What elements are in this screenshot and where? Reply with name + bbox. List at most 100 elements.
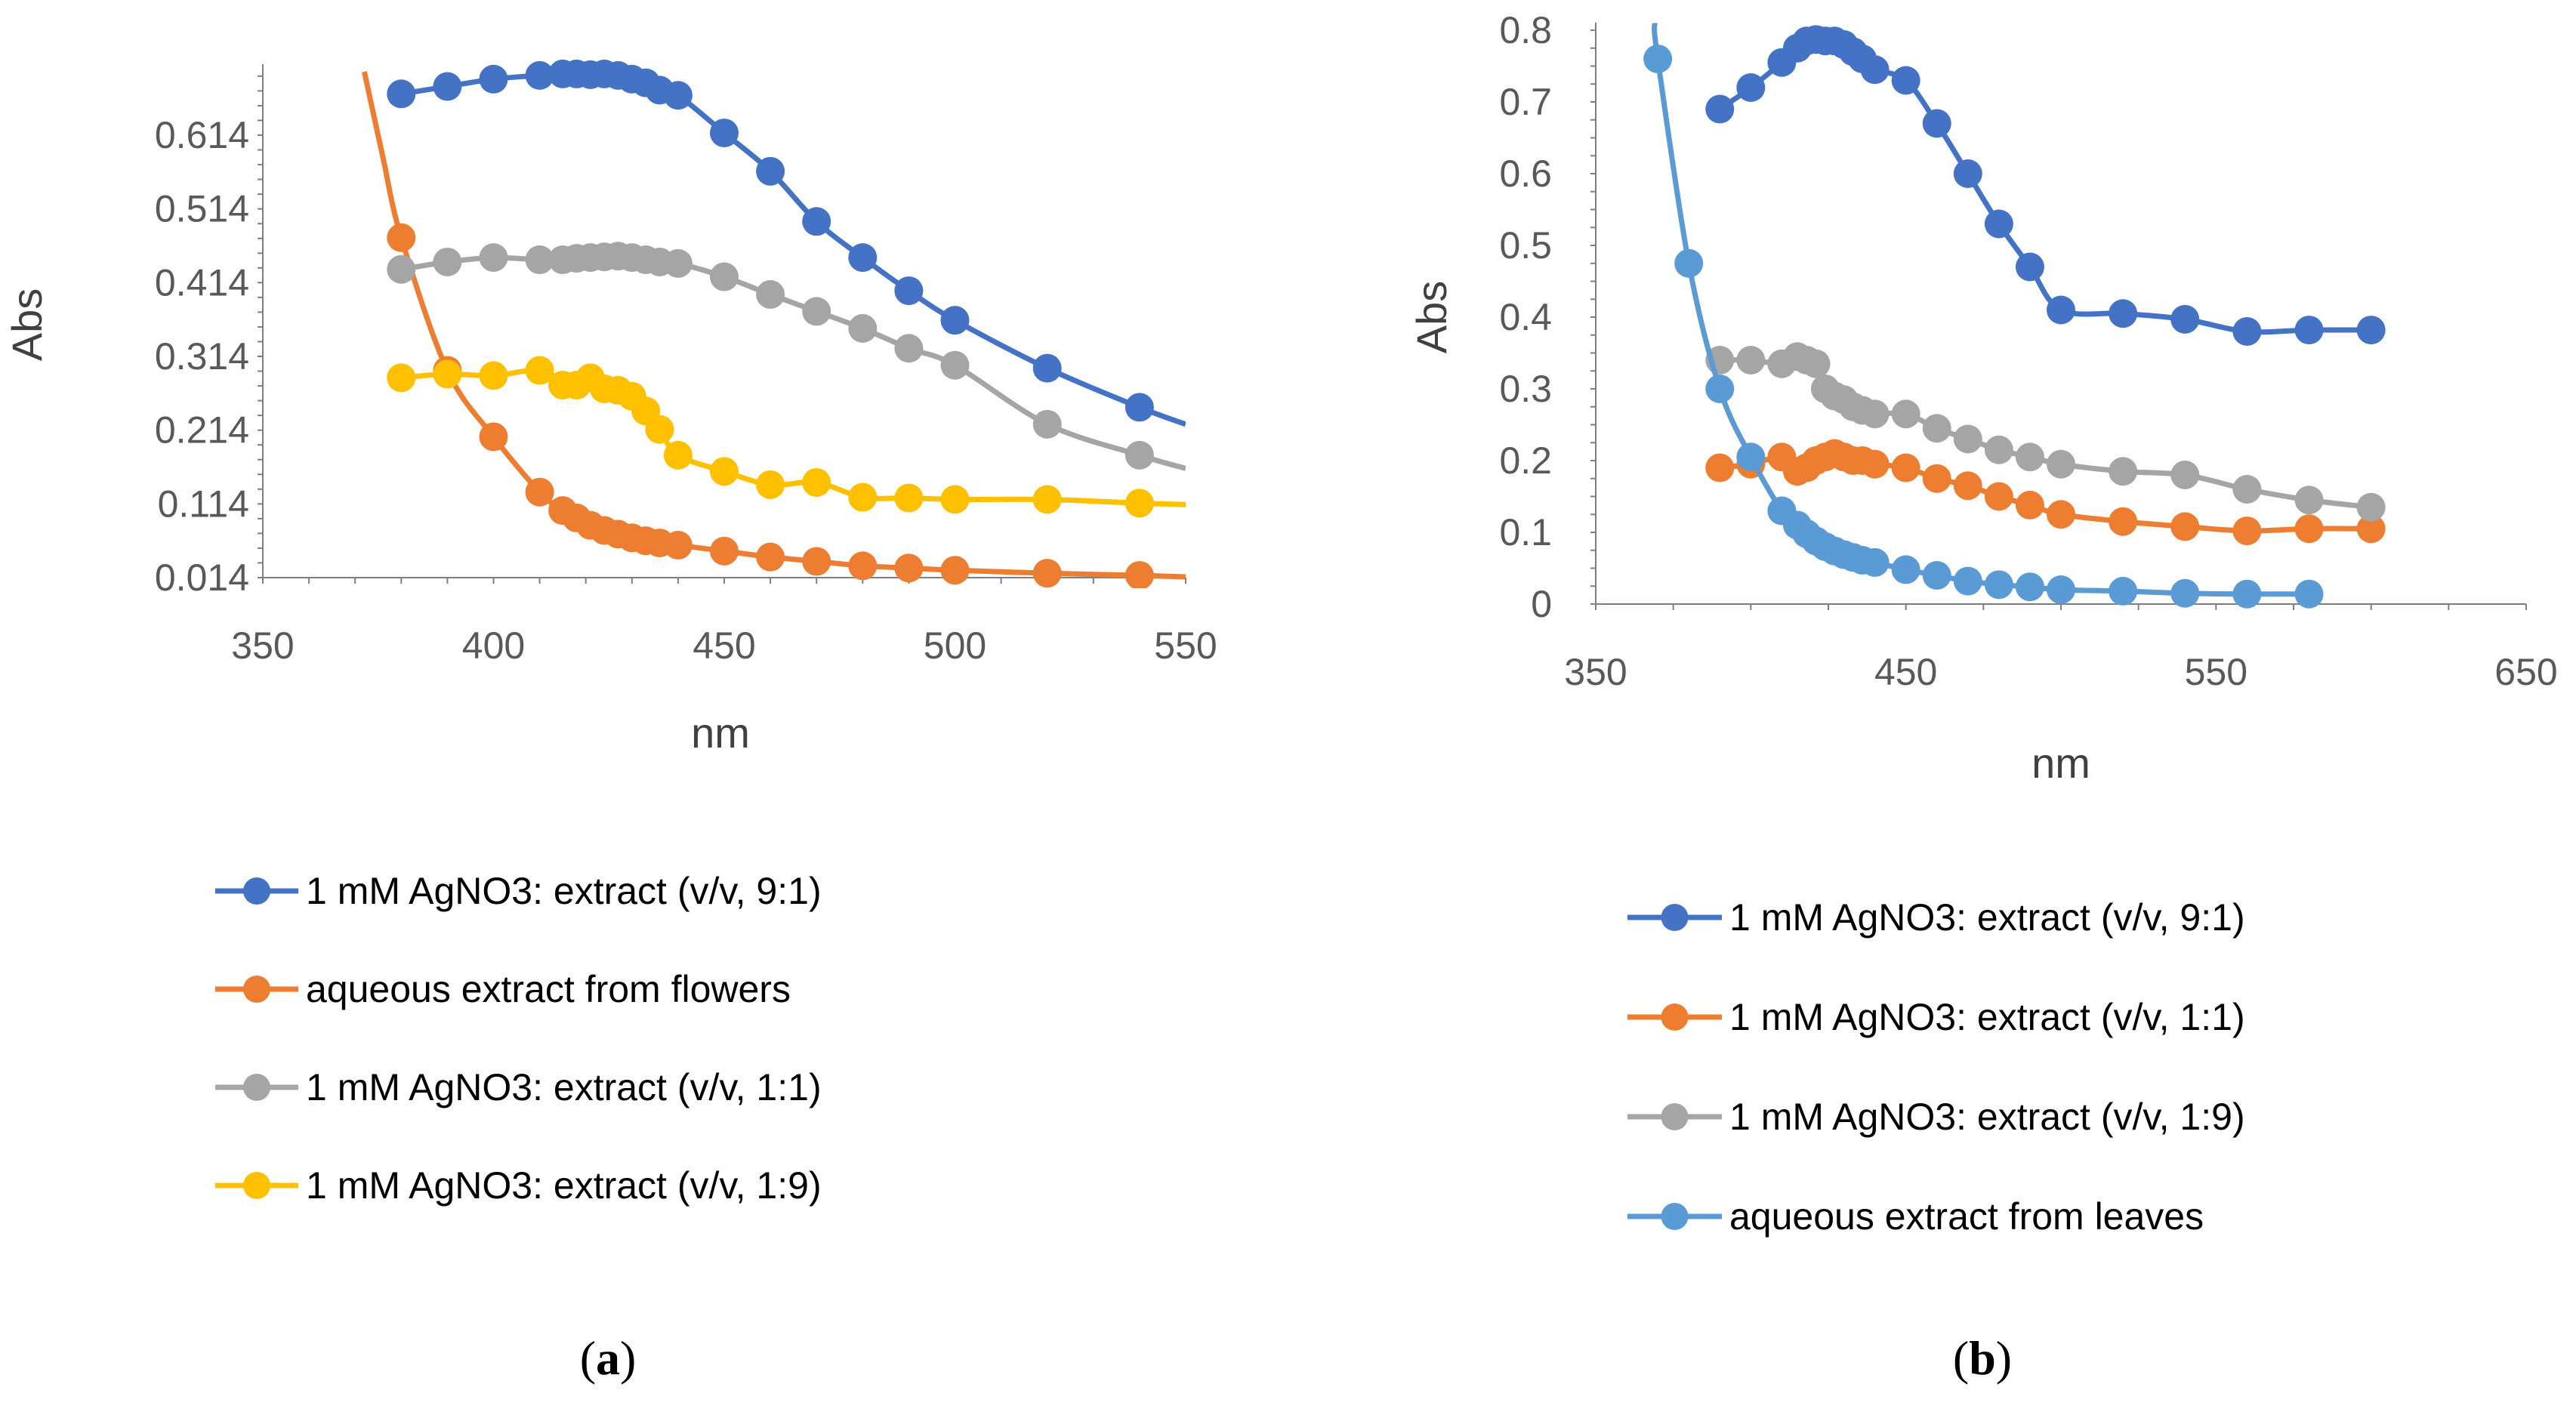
data-point: [802, 207, 831, 236]
series-1: [1705, 25, 2386, 346]
data-point: [2015, 572, 2044, 602]
y-tick-label: 0.2: [1499, 439, 1552, 482]
data-point: [1032, 485, 1062, 514]
legend-entry: 1 mM AgNO3: extract (v/v, 9:1): [215, 870, 822, 912]
data-point: [1705, 94, 1735, 124]
legend-label: 1 mM AgNO3: extract (v/v, 1:9): [1729, 1096, 2245, 1138]
series-4: [1643, 23, 2324, 609]
legend-entry: 1 mM AgNO3: extract (v/v, 1:1): [1627, 996, 2245, 1038]
data-point: [802, 547, 831, 576]
data-point: [710, 119, 739, 148]
data-point: [2170, 512, 2200, 541]
legend-marker: [243, 976, 270, 1003]
data-point: [663, 81, 693, 110]
data-point: [663, 440, 693, 470]
legend-marker: [1661, 904, 1689, 931]
data-point: [1891, 66, 1920, 95]
data-point: [479, 361, 508, 390]
x-tick-label: 350: [1564, 651, 1627, 693]
y-axis-label: Abs: [3, 288, 51, 362]
data-point: [894, 276, 924, 306]
legend-marker: [243, 1172, 270, 1199]
data-point: [433, 72, 462, 101]
data-point: [2232, 579, 2262, 609]
data-point: [1705, 453, 1735, 482]
data-point: [1922, 561, 1951, 590]
data-point: [663, 531, 693, 560]
data-point: [1736, 346, 1766, 375]
data-point: [525, 245, 554, 275]
legend-entry: 1 mM AgNO3: extract (v/v, 1:9): [1627, 1096, 2245, 1138]
legend-marker: [1661, 1004, 1689, 1031]
data-point: [940, 350, 970, 380]
data-point: [894, 553, 924, 583]
data-point: [1674, 248, 1704, 278]
data-point: [1736, 442, 1766, 472]
data-point: [2294, 486, 2324, 515]
data-point: [2015, 490, 2044, 519]
data-point: [2109, 299, 2138, 328]
y-tick-label: 0.8: [1499, 9, 1552, 51]
x-tick-label: 550: [1154, 624, 1217, 667]
data-point: [894, 334, 924, 363]
legend-label: 1 mM AgNO3: extract (v/v, 1:1): [306, 1066, 822, 1108]
legend-label: 1 mM AgNO3: extract (v/v, 1:9): [306, 1164, 822, 1207]
data-point: [387, 254, 416, 284]
data-point: [2294, 316, 2324, 345]
data-point: [1984, 209, 2013, 239]
data-point: [2356, 316, 2386, 345]
x-tick-label: 450: [693, 624, 755, 667]
data-point: [2047, 449, 2075, 479]
x-tick-label: 450: [1874, 651, 1937, 693]
data-point: [1891, 399, 1920, 429]
data-point: [2015, 252, 2044, 282]
data-point: [1124, 440, 1154, 470]
panel-caption: (a): [580, 1331, 637, 1385]
data-point: [1736, 73, 1766, 102]
y-tick-label: 0.4: [1499, 296, 1552, 338]
y-tick-label: 0.214: [155, 409, 249, 452]
data-point: [2047, 295, 2075, 325]
x-tick-label: 500: [924, 624, 986, 667]
y-tick-label: 0: [1531, 583, 1552, 625]
data-point: [2356, 514, 2386, 544]
data-point: [1984, 570, 2013, 600]
data-point: [1032, 559, 1062, 588]
y-tick-label: 0.014: [155, 556, 249, 599]
legend-label: 1 mM AgNO3: extract (v/v, 9:1): [1729, 896, 2245, 939]
data-point: [894, 483, 924, 513]
data-point: [1922, 414, 1951, 443]
legend-label: 1 mM AgNO3: extract (v/v, 1:1): [1729, 996, 2245, 1038]
data-point: [848, 482, 878, 512]
chart-panel-b: 0 0.1 0.2 0.3 0.4 0.5 0.6 0.7 0.8 350 450 550 650 nm A…: [1408, 9, 2558, 1385]
data-point: [2232, 516, 2262, 546]
data-point: [940, 485, 970, 514]
series-line: [401, 367, 1186, 507]
y-axis-label: Abs: [1408, 281, 1455, 354]
data-point: [1124, 489, 1154, 518]
panel-caption-letter: b: [1969, 1331, 1996, 1385]
data-point: [1032, 409, 1062, 439]
data-point: [2294, 514, 2324, 544]
data-point: [756, 470, 785, 499]
data-point: [1953, 424, 1982, 454]
data-point: [1860, 55, 1890, 85]
data-point: [1124, 561, 1154, 588]
series-3: [387, 242, 1186, 471]
data-point: [525, 60, 554, 90]
y-tick-label: 0.514: [155, 188, 249, 230]
data-point: [940, 306, 970, 335]
y-tick-label: 0.7: [1499, 81, 1552, 123]
data-point: [1922, 464, 1951, 493]
x-tick-label: 650: [2494, 651, 2557, 693]
data-point: [387, 363, 416, 393]
legend-marker: [1661, 1203, 1689, 1230]
data-point: [940, 556, 970, 585]
legend-entry: aqueous extract from leaves: [1627, 1195, 2204, 1238]
legend-label: aqueous extract from leaves: [1729, 1195, 2204, 1238]
data-point: [2109, 576, 2138, 606]
legend-marker: [243, 1074, 270, 1101]
x-axis-label: nm: [691, 709, 750, 757]
data-point: [1953, 159, 1982, 188]
data-point: [1705, 375, 1735, 403]
